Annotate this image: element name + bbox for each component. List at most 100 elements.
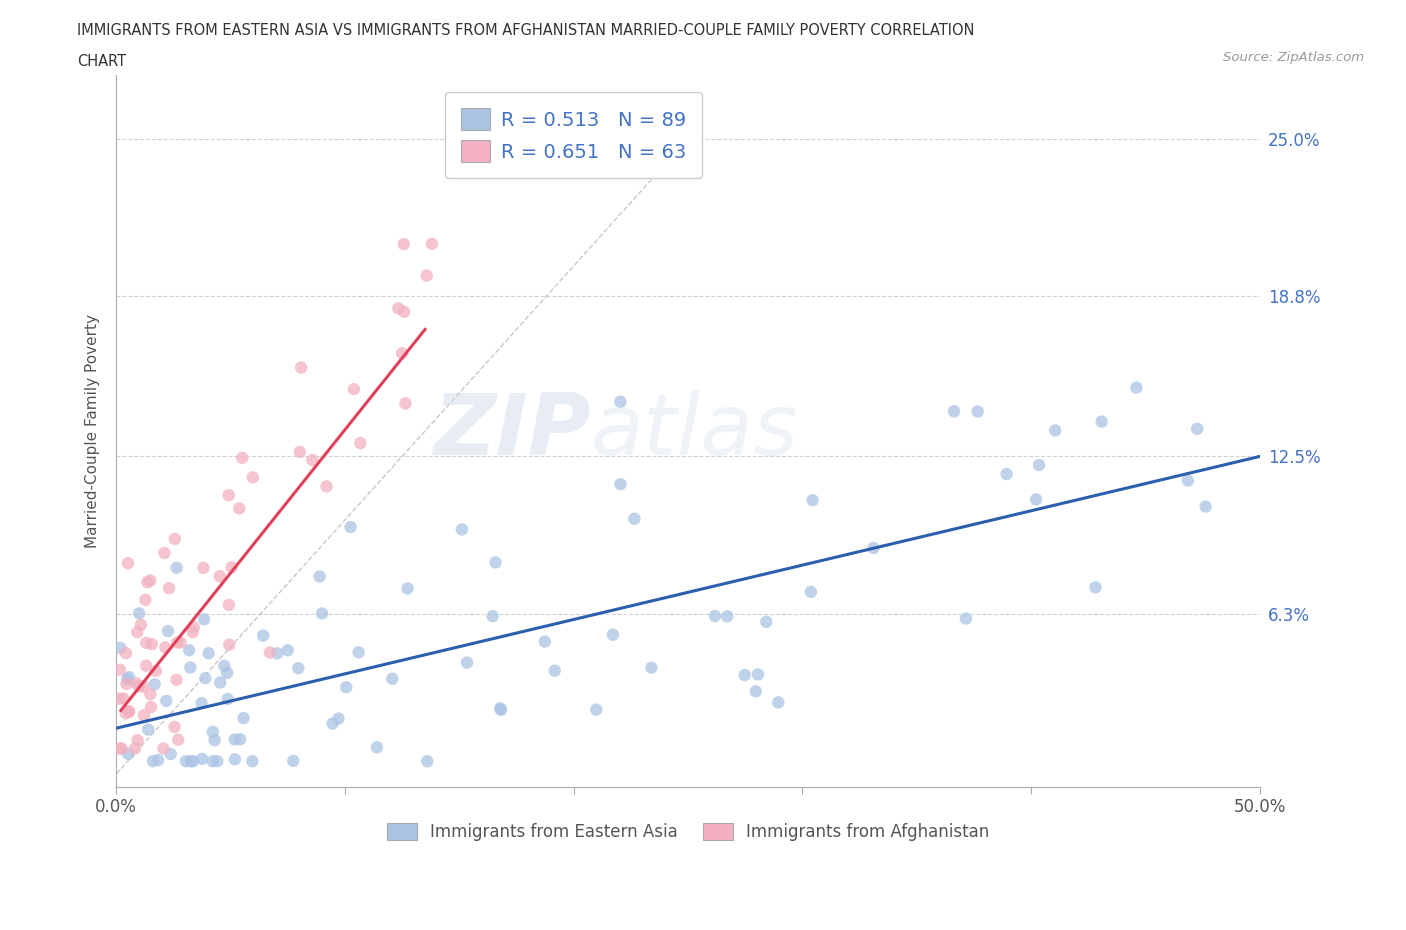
Point xyxy=(167,732,190,747)
Point xyxy=(108,741,131,756)
Point xyxy=(609,394,631,409)
Point xyxy=(232,711,254,725)
Point xyxy=(129,618,152,632)
Point xyxy=(339,520,361,535)
Point xyxy=(1185,421,1208,436)
Point xyxy=(862,540,884,555)
Point xyxy=(214,658,236,673)
Point xyxy=(1177,473,1199,488)
Point xyxy=(755,615,778,630)
Point xyxy=(366,740,388,755)
Point xyxy=(240,754,263,769)
Point xyxy=(745,684,768,698)
Point xyxy=(277,643,299,658)
Point xyxy=(145,663,167,678)
Point xyxy=(136,575,159,590)
Point xyxy=(484,555,506,570)
Point xyxy=(640,660,662,675)
Text: ZIP: ZIP xyxy=(433,390,591,472)
Point xyxy=(456,655,478,670)
Point xyxy=(704,608,727,623)
Point xyxy=(208,569,231,584)
Point xyxy=(800,584,823,599)
Point xyxy=(174,754,197,769)
Legend: Immigrants from Eastern Asia, Immigrants from Afghanistan: Immigrants from Eastern Asia, Immigrants… xyxy=(378,815,998,849)
Point xyxy=(381,671,404,686)
Point xyxy=(328,711,350,726)
Point xyxy=(110,641,132,656)
Point xyxy=(127,625,149,640)
Point xyxy=(343,382,366,397)
Point xyxy=(259,645,281,660)
Point xyxy=(193,612,215,627)
Point xyxy=(217,665,239,680)
Point xyxy=(420,236,443,251)
Point xyxy=(135,658,157,673)
Point xyxy=(224,751,246,766)
Point xyxy=(533,634,555,649)
Point xyxy=(266,646,288,661)
Point xyxy=(209,675,232,690)
Point xyxy=(489,702,512,717)
Point xyxy=(207,754,229,769)
Point xyxy=(169,635,191,650)
Point xyxy=(544,663,567,678)
Point xyxy=(163,720,186,735)
Point xyxy=(115,645,138,660)
Point xyxy=(585,702,607,717)
Point xyxy=(139,699,162,714)
Point xyxy=(1091,414,1114,429)
Point xyxy=(135,635,157,650)
Point xyxy=(114,706,136,721)
Point xyxy=(311,606,333,621)
Point xyxy=(112,691,135,706)
Point xyxy=(118,704,141,719)
Point xyxy=(623,512,645,526)
Point xyxy=(201,754,224,769)
Point xyxy=(197,645,219,660)
Point xyxy=(201,724,224,739)
Point xyxy=(180,754,202,769)
Point xyxy=(228,501,250,516)
Point xyxy=(943,404,966,418)
Point xyxy=(152,741,174,756)
Y-axis label: Married-Couple Family Poverty: Married-Couple Family Poverty xyxy=(86,314,100,548)
Point xyxy=(204,733,226,748)
Point xyxy=(108,662,131,677)
Point xyxy=(153,546,176,561)
Point xyxy=(143,677,166,692)
Point xyxy=(451,522,474,537)
Point xyxy=(117,556,139,571)
Point xyxy=(966,404,988,418)
Point xyxy=(1025,492,1047,507)
Point xyxy=(290,360,312,375)
Point xyxy=(609,477,631,492)
Point xyxy=(191,751,214,766)
Point xyxy=(111,741,134,756)
Point xyxy=(128,679,150,694)
Point xyxy=(481,608,503,623)
Point xyxy=(768,695,790,710)
Point xyxy=(125,676,148,691)
Point xyxy=(218,487,240,502)
Point xyxy=(347,644,370,659)
Point xyxy=(308,569,330,584)
Point xyxy=(396,581,419,596)
Point xyxy=(801,493,824,508)
Point xyxy=(1028,458,1050,472)
Point xyxy=(139,573,162,588)
Point xyxy=(252,628,274,643)
Point xyxy=(183,620,205,635)
Point xyxy=(155,640,177,655)
Point xyxy=(136,722,159,737)
Point xyxy=(128,606,150,621)
Point xyxy=(322,716,344,731)
Point xyxy=(349,435,371,450)
Point xyxy=(287,661,309,676)
Point xyxy=(602,627,624,642)
Point xyxy=(394,396,416,411)
Text: atlas: atlas xyxy=(591,390,799,472)
Point xyxy=(193,561,215,576)
Point xyxy=(155,694,177,709)
Point xyxy=(288,445,311,459)
